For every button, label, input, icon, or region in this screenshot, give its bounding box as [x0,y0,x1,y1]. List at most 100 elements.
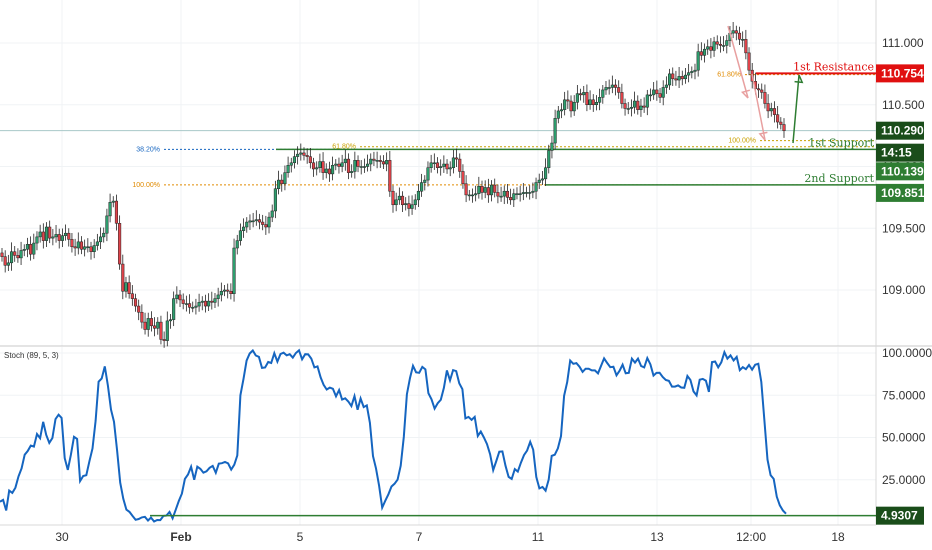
candle [277,170,281,195]
candle [652,82,656,100]
resistance-tag-bg [876,64,924,83]
candle-body-up [375,160,379,162]
stoch-axis[interactable]: 100.0000 75.0000 50.0000 25.0000 [882,346,932,487]
candle [143,312,147,335]
candle-body-up [410,204,414,209]
candle [734,25,738,41]
candle-body-down [737,32,742,40]
candle [261,214,265,231]
candle-body-down [121,263,125,292]
candle-body-up [477,186,481,194]
candle [124,276,128,298]
time-tick-label: 30 [55,530,69,544]
stoch-value-tag: 4.9307 [876,506,924,525]
time-axis[interactable]: 30 Feb 5 7 11 13 12:00 18 [55,530,845,544]
candle [251,212,255,228]
candle-body-up [32,242,36,255]
candle [334,159,338,171]
candle [544,158,548,187]
candle [264,215,268,235]
candle-body-down [671,73,675,80]
candle-body-up [661,87,665,98]
candle-body-up [267,216,271,228]
candle-body-down [261,221,265,225]
candle-body-up [702,48,707,56]
candle [699,42,703,61]
candle [369,153,373,172]
candle [413,194,417,210]
candle [197,293,201,312]
candle-body-up [83,246,87,250]
candle [559,103,564,119]
candle [524,186,529,198]
candle-body-down [776,114,780,123]
candle [515,187,519,200]
candle-body-up [76,241,80,249]
candle [757,83,761,98]
candle [210,291,214,310]
candle-body-up [248,220,252,223]
candle [86,238,90,253]
candle [464,175,468,203]
candle-body-up [340,162,344,167]
candle-body-up [296,153,300,157]
candle [184,295,188,312]
fib-label: 100.00% [132,182,160,189]
candle [232,238,236,302]
candle-body-up [22,248,26,251]
candle-body-up [594,102,598,105]
candle [601,84,605,104]
fib-label: 61.80% [717,72,741,79]
candle-body-up [604,87,608,91]
candle-body-up [423,179,427,183]
candle-body-up [318,161,322,168]
candle-body-up [582,92,586,96]
candle-body-up [531,190,535,193]
candle-body-down [505,190,509,198]
candle [105,208,109,242]
candle [73,238,77,256]
candle-body-up [334,163,338,166]
candle [744,29,748,60]
candle [366,154,370,172]
candle [528,185,532,200]
candle-body-up [95,241,99,246]
candle [680,70,684,86]
candle [493,178,497,198]
candle [591,94,595,112]
candle-body-up [534,182,538,192]
price-tick-label: 111.000 [882,36,924,50]
candle [321,152,325,180]
candle [474,185,478,202]
first-support-tag-text: 110.139 [881,164,924,178]
candle [410,195,414,215]
candle [423,175,427,191]
candle-body-up [299,152,303,155]
candle-body-down [642,105,646,108]
arrow-shaft [727,25,749,99]
candle-body-down [321,161,325,173]
candle [108,193,112,223]
candle [375,151,379,169]
candle [191,301,195,313]
first-support-tag: 110.139 [876,162,924,181]
candle [38,224,42,243]
candle-body-down [715,41,719,45]
candle-body-down [48,226,52,239]
candle-body-up [216,294,220,299]
candle-body-up [213,298,217,303]
candle-body-down [378,160,382,162]
candle [343,149,347,171]
candle-body-up [385,160,389,165]
candle [512,188,516,208]
candle [245,217,249,233]
candle [709,38,713,59]
candle [610,75,614,94]
candle [664,76,668,94]
candle-body-up [245,221,249,228]
candle [92,239,96,259]
time-tick-label: 11 [532,530,545,544]
candle [763,84,767,109]
candle-body-down [302,152,306,156]
